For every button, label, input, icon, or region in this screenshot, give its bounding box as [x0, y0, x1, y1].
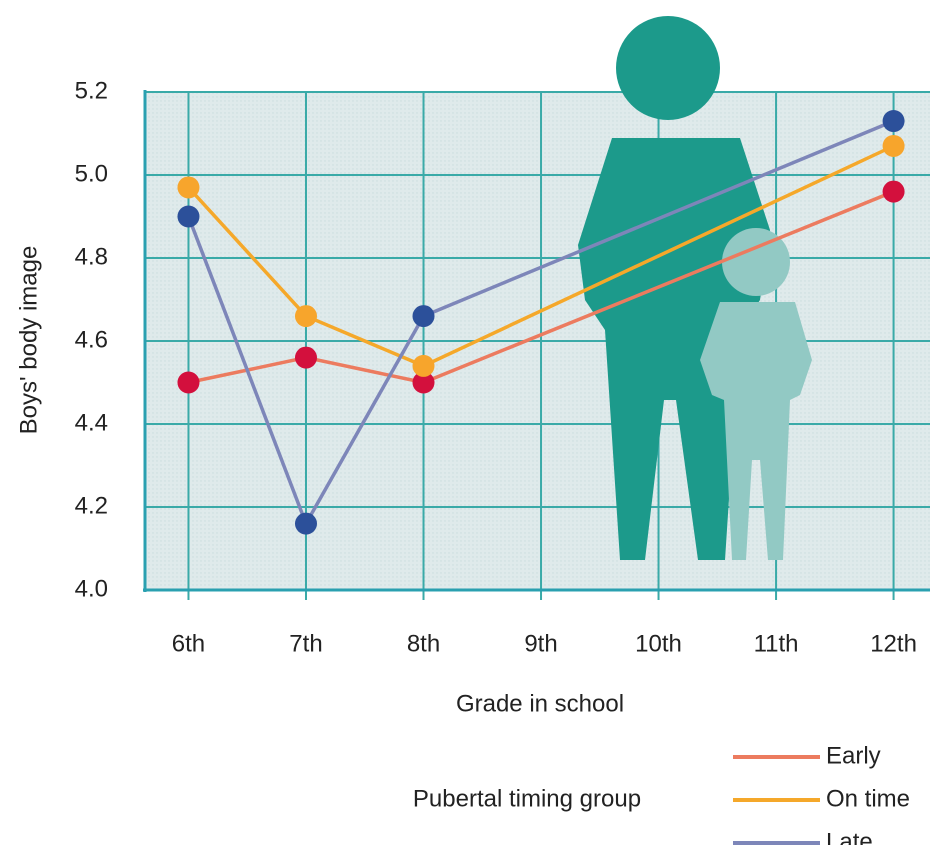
x-tick-label: 10th: [635, 630, 682, 657]
chart: 4.0 4.2 4.4 4.6 4.8 5.0 5.2 6th 7th 8th 9th 10th 11t…: [0, 0, 940, 845]
data-point: [413, 355, 435, 377]
legend: Early On time Late: [733, 742, 910, 845]
legend-title: Pubertal timing group: [413, 785, 641, 812]
x-axis-label: Grade in school: [456, 690, 624, 717]
legend-label: On time: [826, 785, 910, 812]
y-tick-label: 4.6: [75, 326, 108, 353]
x-tick-label: 9th: [524, 630, 557, 657]
x-tick-label: 11th: [754, 630, 799, 657]
y-tick-label: 4.0: [75, 575, 108, 602]
x-tick-label: 8th: [407, 630, 440, 657]
data-point: [883, 135, 905, 157]
y-tick-label: 4.4: [75, 409, 108, 436]
legend-label: Early: [826, 742, 881, 769]
y-axis-label: Boys' body image: [15, 246, 42, 435]
data-point: [295, 513, 317, 535]
adult-head: [616, 16, 720, 120]
data-point: [177, 372, 199, 394]
y-tick-label: 5.0: [75, 160, 108, 187]
data-point: [883, 110, 905, 132]
y-tick-label: 4.8: [75, 243, 108, 270]
x-tick-label: 7th: [289, 630, 322, 657]
data-point: [295, 305, 317, 327]
x-tick-label: 6th: [172, 630, 205, 657]
data-point: [883, 181, 905, 203]
data-point: [177, 176, 199, 198]
x-tick-label: 12th: [870, 630, 917, 657]
y-tick-label: 4.2: [75, 492, 108, 519]
y-tick-label: 5.2: [75, 77, 108, 104]
data-point: [413, 305, 435, 327]
legend-label: Late: [826, 828, 873, 845]
data-point: [295, 347, 317, 369]
data-point: [177, 206, 199, 228]
